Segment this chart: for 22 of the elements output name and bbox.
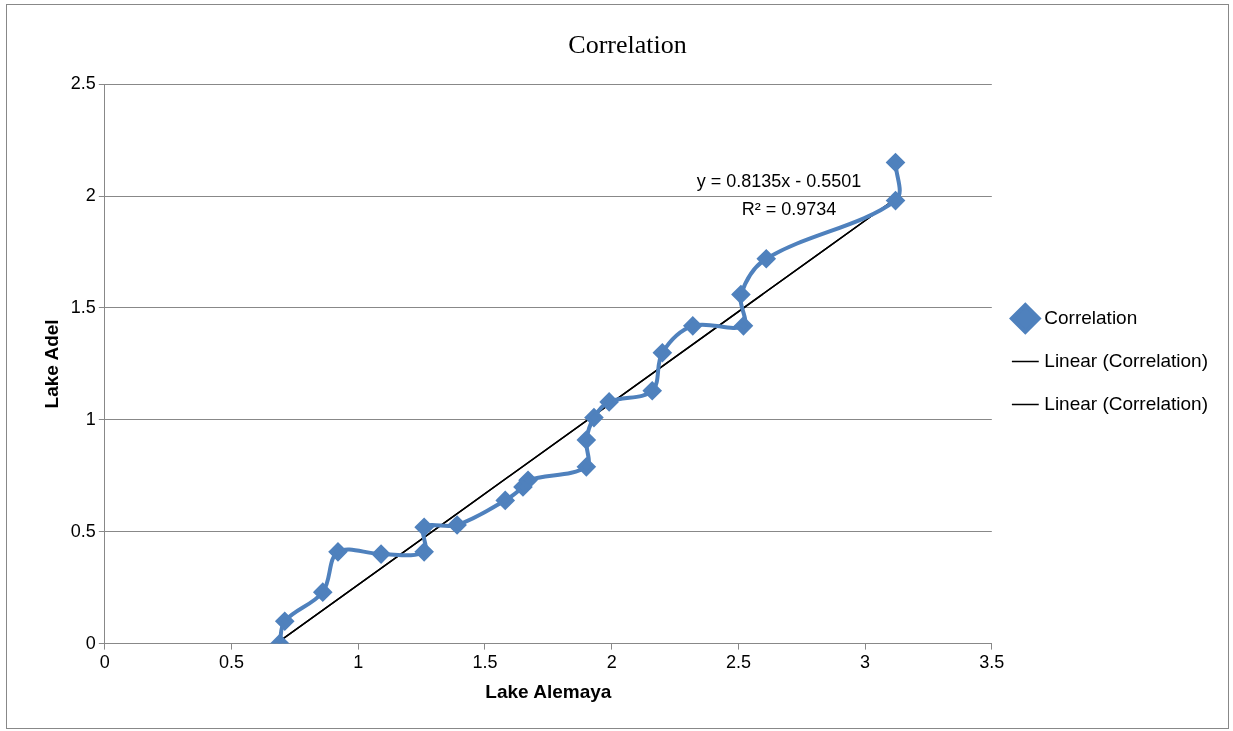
annotation: R² = 0.9734 — [741, 199, 837, 220]
y-tick-label: 2 — [85, 185, 96, 206]
legend-label: Linear (Correlation) — [1044, 349, 1209, 371]
legend-label: Correlation — [1044, 306, 1138, 328]
annotation: y = 0.8135x - 0.5501 — [696, 171, 862, 192]
x-tick-label: 1.5 — [472, 652, 498, 673]
x-tick-label: 0.5 — [219, 652, 245, 673]
x-tick-label: 1 — [353, 652, 364, 673]
y-axis-title: Lake Adel — [40, 319, 62, 409]
chart-title: Correlation — [568, 30, 687, 60]
y-tick-label: 0.5 — [70, 520, 96, 541]
y-tick-label: 2.5 — [70, 73, 96, 94]
x-tick-label: 2.5 — [725, 652, 751, 673]
x-tick-label: 2 — [606, 652, 617, 673]
y-tick-label: 1 — [85, 408, 96, 429]
y-tick-label: 1.5 — [70, 296, 96, 317]
x-tick-label: 3.5 — [979, 652, 1005, 673]
x-tick-label: 0 — [99, 652, 110, 673]
x-tick-label: 3 — [860, 652, 871, 673]
legend-label: Linear (Correlation) — [1044, 392, 1209, 414]
x-axis-title: Lake Alemaya — [485, 680, 612, 702]
y-tick-label: 0 — [85, 632, 96, 653]
